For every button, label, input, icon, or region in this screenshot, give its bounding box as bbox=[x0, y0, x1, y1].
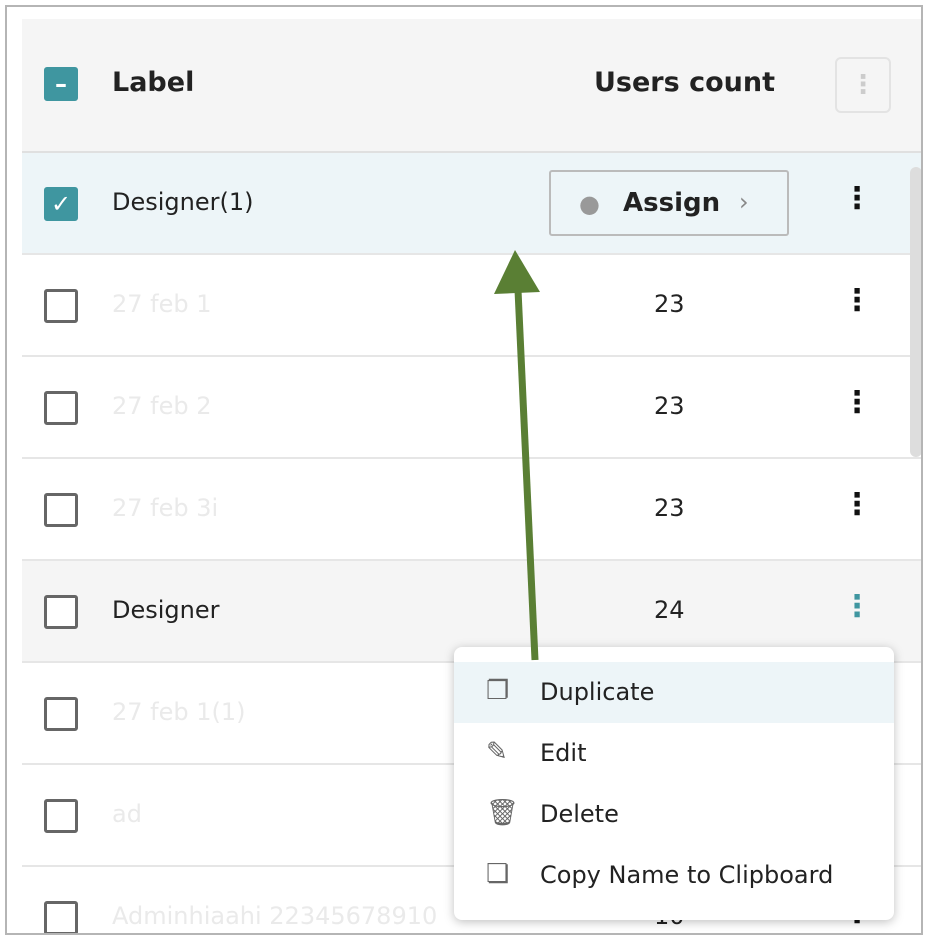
row-checkbox[interactable] bbox=[44, 595, 78, 629]
row-label: 27 feb 1 bbox=[112, 290, 212, 318]
menu-item-label: Delete bbox=[540, 800, 619, 828]
roles-table: – Label Users count ⋮ ✓ Designer(1) ● As… bbox=[22, 19, 921, 933]
row-checkbox[interactable] bbox=[44, 493, 78, 527]
row-label: 27 feb 3i bbox=[112, 494, 219, 522]
roles-table-frame: – Label Users count ⋮ ✓ Designer(1) ● As… bbox=[5, 5, 923, 935]
scrollbar-thumb[interactable] bbox=[910, 167, 921, 457]
person-icon: ● bbox=[579, 190, 600, 218]
table-header: – Label Users count ⋮ bbox=[22, 19, 921, 153]
menu-item-delete[interactable]: 🗑 Delete bbox=[454, 784, 894, 845]
row-checkbox[interactable] bbox=[44, 901, 78, 933]
menu-item-label: Edit bbox=[540, 739, 587, 767]
menu-item-edit[interactable]: ✎ Edit bbox=[454, 723, 894, 784]
row-context-menu: ❐ Duplicate ✎ Edit 🗑 Delete ❏ Copy Name … bbox=[454, 647, 894, 920]
row-label: Designer bbox=[112, 596, 220, 624]
row-checkbox[interactable] bbox=[44, 391, 78, 425]
pencil-icon: ✎ bbox=[486, 737, 508, 767]
trash-icon: 🗑 bbox=[486, 798, 520, 828]
assign-label: Assign bbox=[623, 188, 721, 218]
row-checkbox[interactable] bbox=[44, 697, 78, 731]
table-row[interactable]: 27 feb 2 23 ⋮ bbox=[22, 357, 921, 459]
chevron-right-icon: › bbox=[739, 188, 749, 216]
table-row[interactable]: Designer 24 ⋮ bbox=[22, 561, 921, 663]
select-all-checkbox[interactable]: – bbox=[44, 67, 78, 101]
table-row[interactable]: 27 feb 1 23 ⋮ bbox=[22, 255, 921, 357]
menu-item-label: Duplicate bbox=[540, 678, 655, 706]
column-header-users-count[interactable]: Users count bbox=[594, 67, 775, 98]
table-row[interactable]: 27 feb 3i 23 ⋮ bbox=[22, 459, 921, 561]
row-users-count: 23 bbox=[654, 392, 685, 420]
menu-item-duplicate[interactable]: ❐ Duplicate bbox=[454, 662, 894, 723]
row-users-count: 24 bbox=[654, 596, 685, 624]
row-users-count: 23 bbox=[654, 494, 685, 522]
row-label: Designer(1) bbox=[112, 188, 254, 216]
assign-button[interactable]: ● Assign › bbox=[549, 170, 789, 236]
menu-item-label: Copy Name to Clipboard bbox=[540, 861, 834, 889]
row-checkbox[interactable] bbox=[44, 799, 78, 833]
table-row[interactable]: ✓ Designer(1) ● Assign › ⋮ bbox=[22, 153, 921, 255]
column-menu-button[interactable]: ⋮ bbox=[835, 57, 891, 113]
row-label: Adminhiaahi 22345678910 bbox=[112, 902, 438, 930]
row-label: 27 feb 2 bbox=[112, 392, 212, 420]
row-label: ad bbox=[112, 800, 142, 828]
menu-item-copy-name[interactable]: ❏ Copy Name to Clipboard bbox=[454, 845, 894, 906]
duplicate-icon: ❐ bbox=[486, 676, 510, 706]
row-checkbox[interactable] bbox=[44, 289, 78, 323]
row-checkbox[interactable]: ✓ bbox=[44, 187, 78, 221]
row-users-count: 23 bbox=[654, 290, 685, 318]
row-label: 27 feb 1(1) bbox=[112, 698, 246, 726]
copy-icon: ❏ bbox=[486, 859, 510, 889]
column-header-label[interactable]: Label bbox=[112, 67, 195, 98]
